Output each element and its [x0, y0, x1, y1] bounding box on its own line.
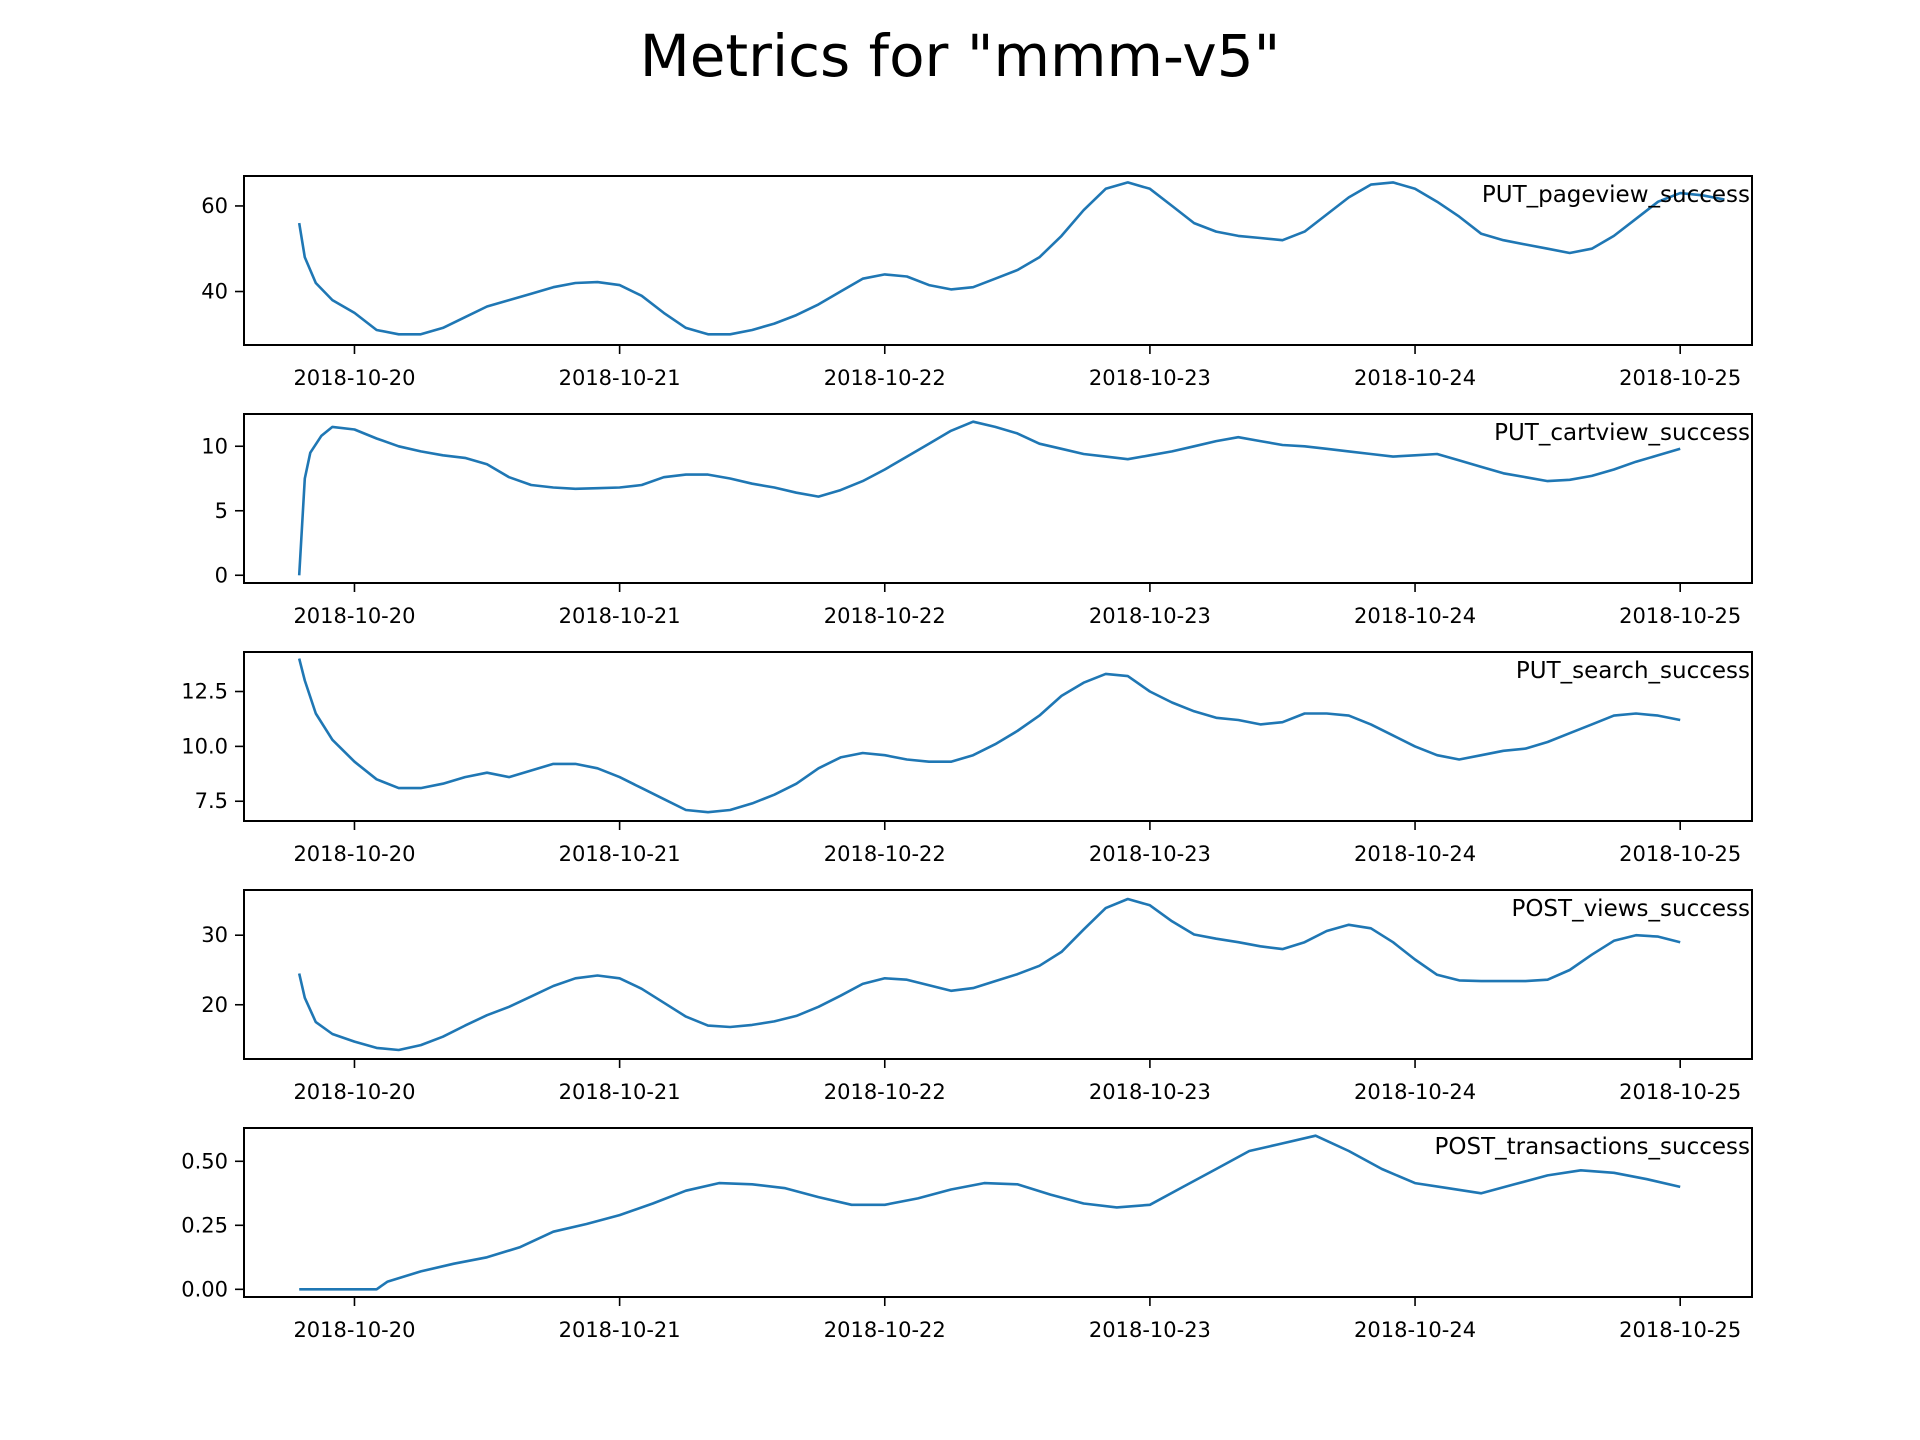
x-tick-label: 2018-10-21: [559, 366, 681, 390]
series-line: [297, 420, 1681, 576]
y-tick-label: 0.50: [181, 1149, 228, 1173]
x-tick-label: 2018-10-20: [293, 604, 415, 628]
y-tick-label: 5: [215, 499, 228, 523]
y-tick-label: 20: [201, 993, 228, 1017]
x-tick-label: 2018-10-22: [824, 1318, 946, 1342]
subplot-4: 2018-10-20 2018-10-21 2018-10-22 2018-10-23…: [181, 1127, 1753, 1342]
x-tick-label: 2018-10-25: [1619, 366, 1741, 390]
series-line: [299, 1134, 1681, 1291]
x-tick-label: 2018-10-22: [824, 604, 946, 628]
x-tick-label: 2018-10-21: [559, 1080, 681, 1104]
y-tick-label: 10: [201, 434, 228, 458]
x-tick-label: 2018-10-21: [559, 1318, 681, 1342]
x-tick-label: 2018-10-20: [293, 1080, 415, 1104]
y-tick-label: 7.5: [195, 789, 228, 813]
subplot-1: 2018-10-20 2018-10-21 2018-10-22 2018-10-23…: [201, 413, 1753, 628]
y-tick-label: 0: [215, 563, 228, 587]
x-tick-label: 2018-10-24: [1354, 604, 1476, 628]
y-tick-label: 40: [201, 280, 228, 304]
y-tick-label: 0.00: [181, 1277, 228, 1301]
x-tick-label: 2018-10-22: [824, 1080, 946, 1104]
x-tick-label: 2018-10-23: [1089, 1080, 1211, 1104]
x-tick-label: 2018-10-24: [1354, 1080, 1476, 1104]
x-tick-label: 2018-10-21: [559, 842, 681, 866]
y-tick-label: 60: [201, 194, 228, 218]
x-tick-label: 2018-10-22: [824, 842, 946, 866]
x-tick-label: 2018-10-20: [293, 1318, 415, 1342]
x-tick-label: 2018-10-20: [293, 366, 415, 390]
x-tick-label: 2018-10-23: [1089, 366, 1211, 390]
x-tick-label: 2018-10-21: [559, 604, 681, 628]
x-tick-label: 2018-10-25: [1619, 1318, 1741, 1342]
y-tick-label: 0.25: [181, 1213, 228, 1237]
axes-frame: [243, 1127, 1753, 1298]
y-tick-label: 30: [201, 923, 228, 947]
axes-frame: [243, 175, 1753, 346]
subplot-3: 2018-10-20 2018-10-21 2018-10-22 2018-10-23…: [201, 889, 1753, 1104]
axes-frame: [243, 413, 1753, 584]
figure-title: Metrics for "mmm-v5": [639, 22, 1281, 90]
series-label: POST_views_success: [1511, 896, 1750, 922]
series-label: POST_transactions_success: [1435, 1134, 1751, 1160]
subplot-0: 2018-10-20 2018-10-21 2018-10-22 2018-10-23…: [201, 175, 1753, 390]
series-label: PUT_search_success: [1516, 658, 1750, 684]
x-tick-label: 2018-10-24: [1354, 366, 1476, 390]
x-tick-label: 2018-10-25: [1619, 1080, 1741, 1104]
series-line: [297, 658, 1681, 814]
axes-frame: [243, 651, 1753, 822]
y-tick-label: 10.0: [181, 734, 228, 758]
x-tick-label: 2018-10-22: [824, 366, 946, 390]
subplot-2: 2018-10-20 2018-10-21 2018-10-22 2018-10-23…: [181, 651, 1753, 866]
x-tick-label: 2018-10-20: [293, 842, 415, 866]
x-tick-label: 2018-10-23: [1089, 842, 1211, 866]
series-label: PUT_pageview_success: [1482, 182, 1750, 208]
x-tick-label: 2018-10-25: [1619, 604, 1741, 628]
x-tick-label: 2018-10-23: [1089, 604, 1211, 628]
series-line: [297, 897, 1681, 1052]
x-tick-label: 2018-10-25: [1619, 842, 1741, 866]
axes-frame: [243, 889, 1753, 1060]
x-tick-label: 2018-10-23: [1089, 1318, 1211, 1342]
x-tick-label: 2018-10-24: [1354, 1318, 1476, 1342]
series-label: PUT_cartview_success: [1494, 420, 1750, 446]
series-line: [297, 181, 1725, 336]
x-tick-label: 2018-10-24: [1354, 842, 1476, 866]
y-tick-label: 12.5: [181, 680, 228, 704]
